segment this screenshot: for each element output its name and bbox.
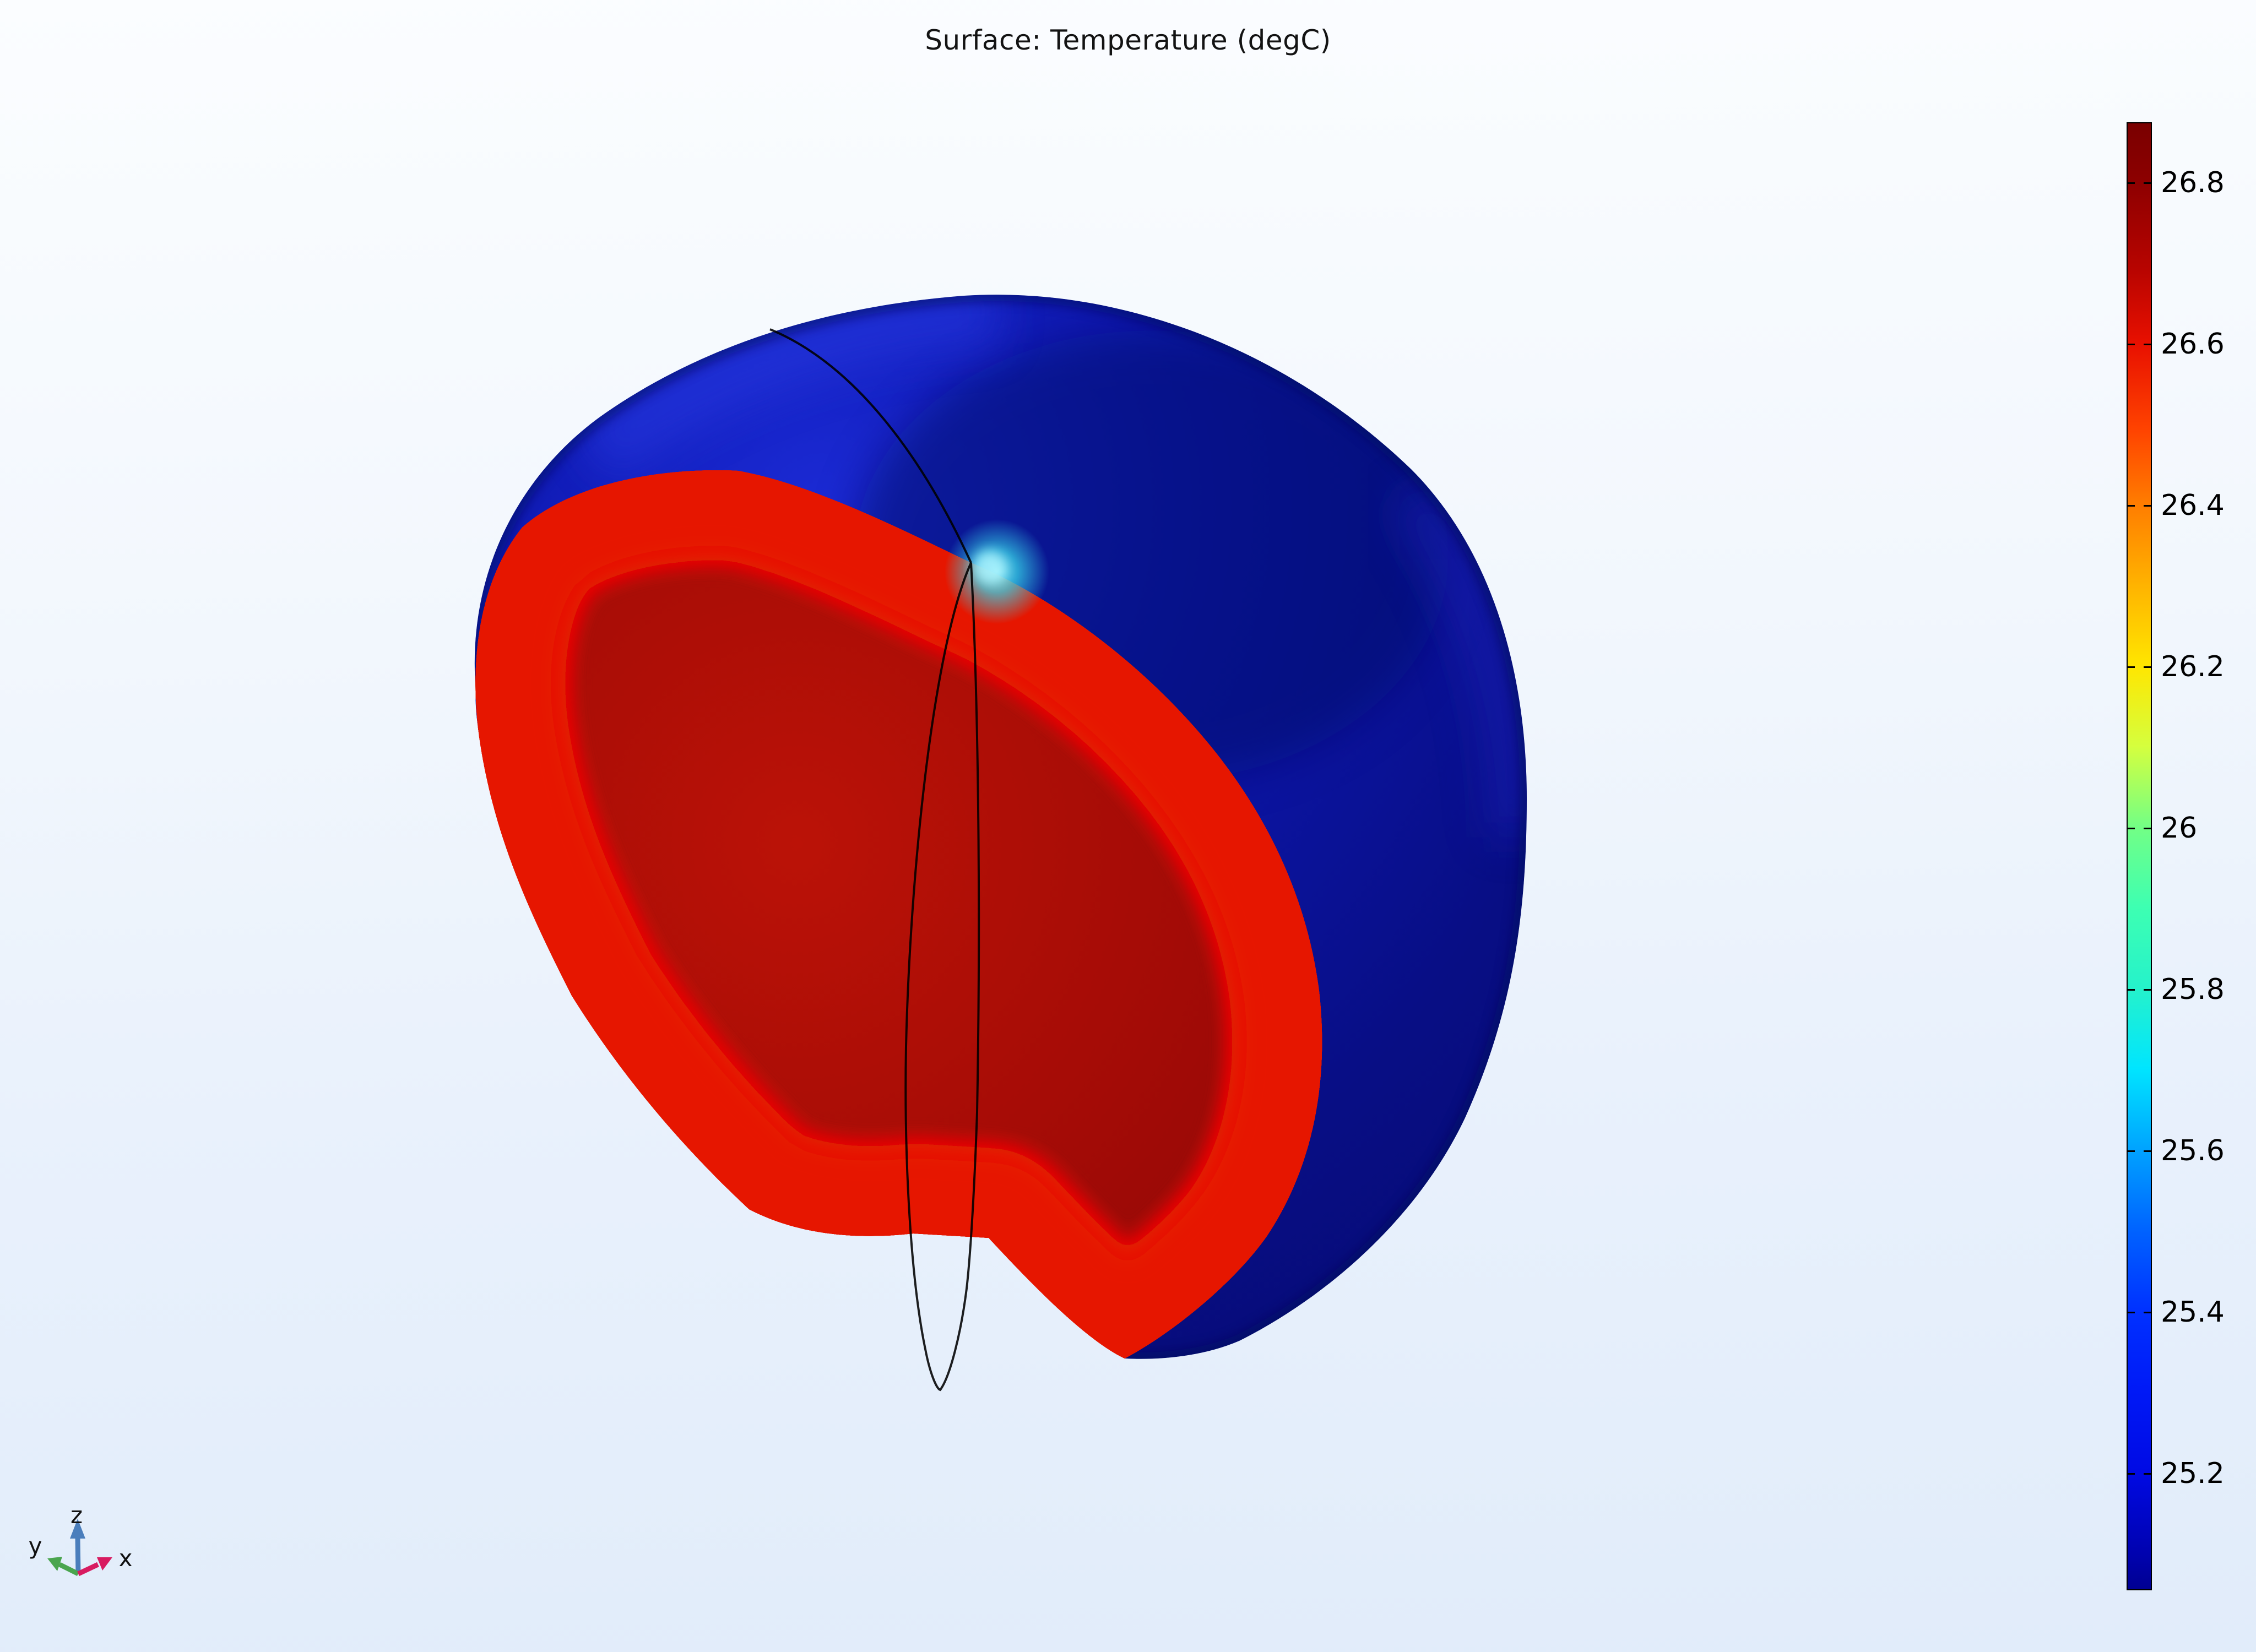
y-axis-label: y xyxy=(29,1533,42,1559)
colorbar-tick-right xyxy=(2144,1311,2151,1313)
x-axis-arrowhead xyxy=(97,1557,112,1571)
colorbar-tick-label: 26.8 xyxy=(2161,166,2225,199)
stem-dimple-glow-core xyxy=(973,551,1006,584)
axis-triad: z y x xyxy=(29,1502,133,1577)
cut-plane-edge-outline xyxy=(904,562,980,1392)
colorbar-tick-right xyxy=(2144,343,2151,345)
colorbar-tick-label: 25.8 xyxy=(2161,973,2225,1006)
colorbar-tick-right xyxy=(2144,988,2151,991)
plot-title: Surface: Temperature (degC) xyxy=(925,24,1331,56)
colorbar-tick-label: 25.6 xyxy=(2161,1134,2225,1167)
colorbar-tick-left xyxy=(2128,1150,2135,1152)
dome-cut-edge-line xyxy=(769,328,972,563)
colorbar-tick-label: 26.4 xyxy=(2161,489,2225,522)
colorbar-tick-label: 25.2 xyxy=(2161,1457,2225,1490)
colorbar-tick-right xyxy=(2144,666,2151,668)
colorbar-tick-left xyxy=(2128,666,2135,668)
colorbar-tick-left xyxy=(2128,182,2135,184)
colorbar-tick-left xyxy=(2128,827,2135,829)
colorbar-tick-label: 25.4 xyxy=(2161,1296,2225,1329)
x-axis-label: x xyxy=(119,1545,133,1572)
colorbar-tick-label: 26 xyxy=(2161,812,2198,845)
colorbar-tick-right xyxy=(2144,182,2151,184)
colorbar-tick-right xyxy=(2144,1150,2151,1152)
colorbar-tick-right xyxy=(2144,827,2151,829)
colorbar-tick-right xyxy=(2144,1472,2151,1475)
z-axis-arrowhead xyxy=(70,1519,85,1539)
colorbar-tick-right xyxy=(2144,504,2151,507)
z-axis-label: z xyxy=(70,1502,83,1529)
colorbar-tick-left xyxy=(2128,504,2135,507)
colorbar-gradient xyxy=(2127,122,2152,1590)
colorbar-legend: 26.8 26.6 26.4 26.2 26 25.8 25.6 25.4 25.2 xyxy=(2127,122,2225,1590)
dome-highlight xyxy=(575,295,1000,479)
y-axis-arrow xyxy=(58,1562,80,1577)
colorbar-tick-left xyxy=(2128,988,2135,991)
skin-edge-darkening xyxy=(474,295,1527,1359)
colorbar-tick-left xyxy=(2128,343,2135,345)
colorbar-tick-left xyxy=(2128,1472,2135,1475)
colorbar-tick-label: 26.6 xyxy=(2161,328,2225,361)
y-axis-arrowhead xyxy=(47,1557,62,1571)
colorbar-tick-left xyxy=(2128,1311,2135,1313)
colorbar-tick-label: 26.2 xyxy=(2161,650,2225,683)
right-sheen xyxy=(1390,481,1527,838)
apple-cut-surface xyxy=(475,470,1322,1358)
x-axis-arrow xyxy=(77,1562,99,1577)
